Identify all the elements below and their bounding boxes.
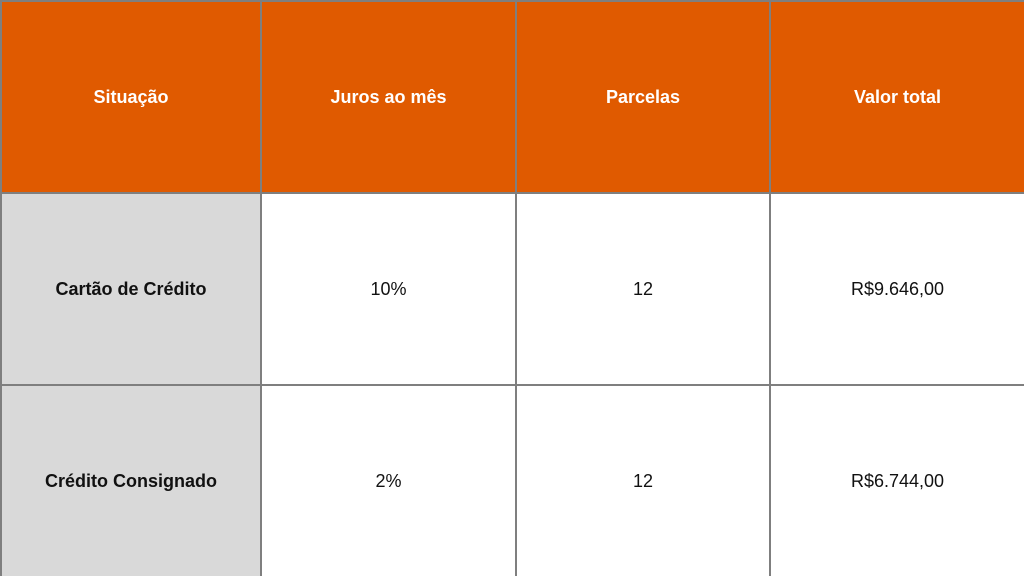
cell-juros: 10%	[260, 192, 517, 386]
table-row: Crédito Consignado 2% 12 R$6.744,00	[0, 384, 1024, 576]
cell-parcelas: 12	[515, 192, 771, 386]
header-valor-total: Valor total	[769, 0, 1024, 194]
header-row: Situação Juros ao mês Parcelas Valor tot…	[0, 0, 1024, 194]
row-label: Cartão de Crédito	[0, 192, 262, 386]
header-situacao: Situação	[0, 0, 262, 194]
cell-juros: 2%	[260, 384, 517, 576]
cell-valor-total: R$6.744,00	[769, 384, 1024, 576]
table-row: Cartão de Crédito 10% 12 R$9.646,00	[0, 192, 1024, 386]
row-label: Crédito Consignado	[0, 384, 262, 576]
header-parcelas: Parcelas	[515, 0, 771, 194]
cell-parcelas: 12	[515, 384, 771, 576]
header-juros: Juros ao mês	[260, 0, 517, 194]
cell-valor-total: R$9.646,00	[769, 192, 1024, 386]
